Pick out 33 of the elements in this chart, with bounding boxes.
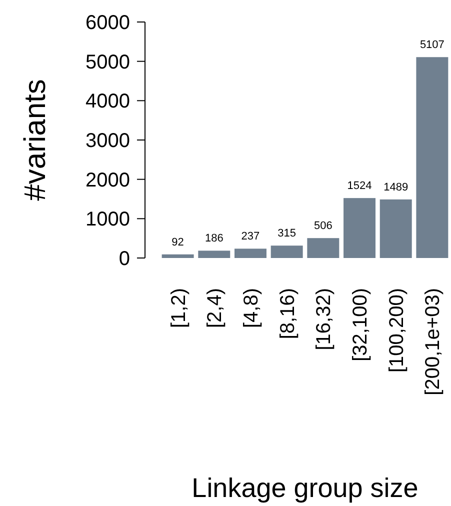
bar — [234, 248, 266, 258]
data-label: 315 — [278, 228, 296, 240]
y-tick-label: 6000 — [86, 12, 130, 34]
bar — [307, 238, 340, 258]
y-tick-label: 4000 — [86, 90, 130, 113]
data-label: 1524 — [347, 180, 372, 192]
y-tick-label: 5000 — [86, 51, 130, 74]
x-tick-label: [1,2) — [168, 288, 190, 328]
bar — [380, 199, 412, 258]
data-label: 5107 — [420, 39, 444, 52]
bar — [344, 198, 376, 258]
data-label: 1489 — [384, 181, 408, 194]
x-tick-label: [32,100) — [350, 288, 372, 362]
x-tick-label: [8,16) — [276, 288, 299, 340]
bar — [416, 57, 448, 258]
y-tick-label: 0 — [118, 248, 130, 270]
data-label: 506 — [314, 220, 332, 232]
bar — [162, 254, 194, 258]
x-tick-label: [200,1e+03) — [422, 288, 444, 396]
data-label: 92 — [172, 236, 184, 248]
y-tick-label: 2000 — [86, 169, 130, 192]
x-tick-label: [2,4) — [204, 288, 226, 328]
x-tick-label: [16,32) — [313, 288, 336, 350]
x-axis-title: Linkage group size — [192, 473, 418, 503]
data-label: 186 — [204, 232, 224, 245]
y-axis-title: #variants — [19, 79, 52, 201]
bar — [198, 250, 230, 258]
x-tick-label: [100,200) — [386, 288, 408, 373]
y-tick-label: 1000 — [86, 208, 130, 231]
bar — [270, 246, 303, 258]
y-tick-label: 3000 — [86, 130, 130, 152]
x-tick-label: [4,8) — [240, 288, 262, 328]
data-label: 237 — [241, 230, 260, 243]
